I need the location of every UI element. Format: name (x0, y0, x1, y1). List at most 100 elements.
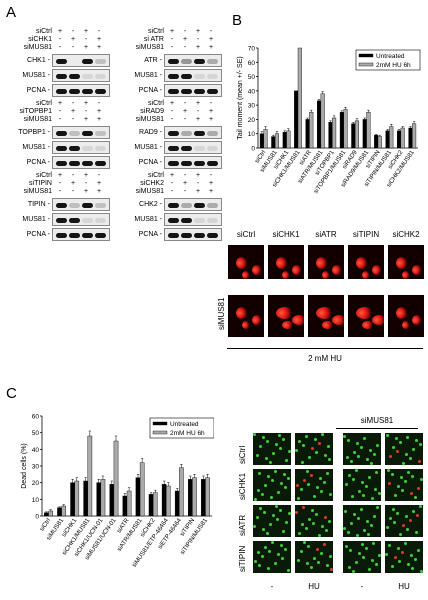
cell-dot (264, 484, 267, 487)
cell-dot (272, 452, 275, 455)
bar (87, 435, 93, 517)
cell-dot (277, 491, 280, 494)
cell-dot (295, 449, 298, 452)
blot-band (194, 161, 205, 166)
cell-dot (395, 437, 398, 440)
cell-dot (391, 565, 394, 568)
comet-column-label: siTIPIN (352, 230, 380, 239)
cell-dot (256, 516, 259, 519)
blot-band (181, 233, 192, 238)
treatment-sign: - (84, 36, 88, 43)
treatment-label: siCHK1 (28, 36, 52, 43)
cell-dot (407, 471, 410, 474)
viability-image (342, 468, 382, 502)
comet-spot (362, 271, 370, 279)
blot-strip (52, 213, 110, 226)
viability-bottom-label: HU (398, 582, 410, 591)
cell-dot (410, 492, 413, 495)
viability-image (252, 432, 292, 466)
viability-row-label: siATR (238, 514, 247, 536)
blot-band (69, 233, 80, 238)
cell-dot (411, 475, 414, 478)
y-tick-label: 10 (248, 131, 256, 138)
comet-image (267, 294, 305, 338)
blot-strip (164, 69, 222, 82)
treatment-sign: - (183, 100, 187, 107)
treatment-sign: - (183, 116, 187, 123)
bar (294, 90, 299, 149)
treatment-sign: - (170, 36, 174, 43)
blot-band (95, 74, 106, 79)
comet-spot (396, 307, 408, 319)
cell-dot (350, 460, 353, 463)
cell-dot (398, 560, 401, 563)
bar (366, 112, 371, 149)
blot-band (194, 131, 205, 136)
blot-band (69, 89, 80, 94)
bar (83, 480, 88, 517)
cell-dot (319, 477, 322, 480)
cell-dot (266, 440, 269, 443)
cell-dot (271, 541, 274, 544)
cell-dot (281, 557, 284, 560)
comet-spot (332, 265, 342, 275)
treatment-label: siMUS81 (135, 116, 164, 123)
viability-image (294, 432, 334, 466)
cell-dot (284, 486, 287, 489)
cell-dot (371, 559, 374, 562)
cell-dot (373, 515, 376, 518)
comet-spot (292, 315, 304, 325)
blot-group-chk1: siCtrl + - + - siCHK1- + - + siMUS81- - + + CHK1 - MUS… (6, 28, 114, 98)
comet-spot (356, 307, 374, 319)
bar (362, 119, 367, 149)
blot-band (168, 218, 179, 223)
blot-band (95, 218, 106, 223)
treatment-sign: + (57, 100, 63, 107)
comet-image (387, 294, 425, 338)
viability-image-panel: siMUS81 siCtrl siCHK1 siATR siTIPIN - HU - HU (238, 416, 424, 596)
bar (374, 134, 379, 149)
band-label: PCNA - (26, 231, 50, 238)
cell-dot (258, 564, 261, 567)
treatment-label: siMUS81 (23, 116, 52, 123)
treatment-sign: - (209, 172, 213, 179)
blot-band (95, 233, 106, 238)
treatment-sign: - (170, 116, 174, 123)
cell-dot (360, 446, 363, 449)
cell-dot (274, 470, 277, 473)
legend-swatch (358, 53, 374, 58)
cell-dot (324, 454, 327, 457)
comet-image (387, 244, 425, 280)
cell-dot (399, 441, 402, 444)
cell-dot (378, 554, 381, 557)
cell-dot (361, 481, 364, 484)
blot-band (207, 131, 218, 136)
treatment-sign: - (58, 108, 62, 115)
y-tick-label: 10 (32, 497, 40, 504)
treatment-sign: + (83, 188, 89, 195)
cell-dot (316, 548, 319, 551)
cell-dot (355, 469, 358, 472)
treatment-label: siRAD9 (140, 108, 164, 115)
cell-dot (324, 516, 327, 519)
cell-dot (392, 508, 395, 511)
cell-dot (285, 521, 288, 524)
cell-dot (302, 444, 305, 447)
comet-spot (412, 265, 422, 275)
comet-spot (282, 321, 294, 329)
blot-band (168, 146, 179, 151)
cell-dot (347, 531, 350, 534)
bar (192, 477, 197, 517)
legend-swatch (152, 430, 168, 435)
blot-band (82, 59, 93, 64)
cell-dot (402, 462, 405, 465)
bar (339, 112, 344, 149)
cell-dot (371, 497, 374, 500)
treatment-sign: + (83, 44, 89, 51)
cell-dot (327, 445, 330, 448)
bar (122, 495, 128, 517)
treatment-sign: + (182, 108, 188, 115)
cell-dot (419, 443, 422, 446)
bar (126, 490, 132, 517)
bar (332, 117, 337, 149)
